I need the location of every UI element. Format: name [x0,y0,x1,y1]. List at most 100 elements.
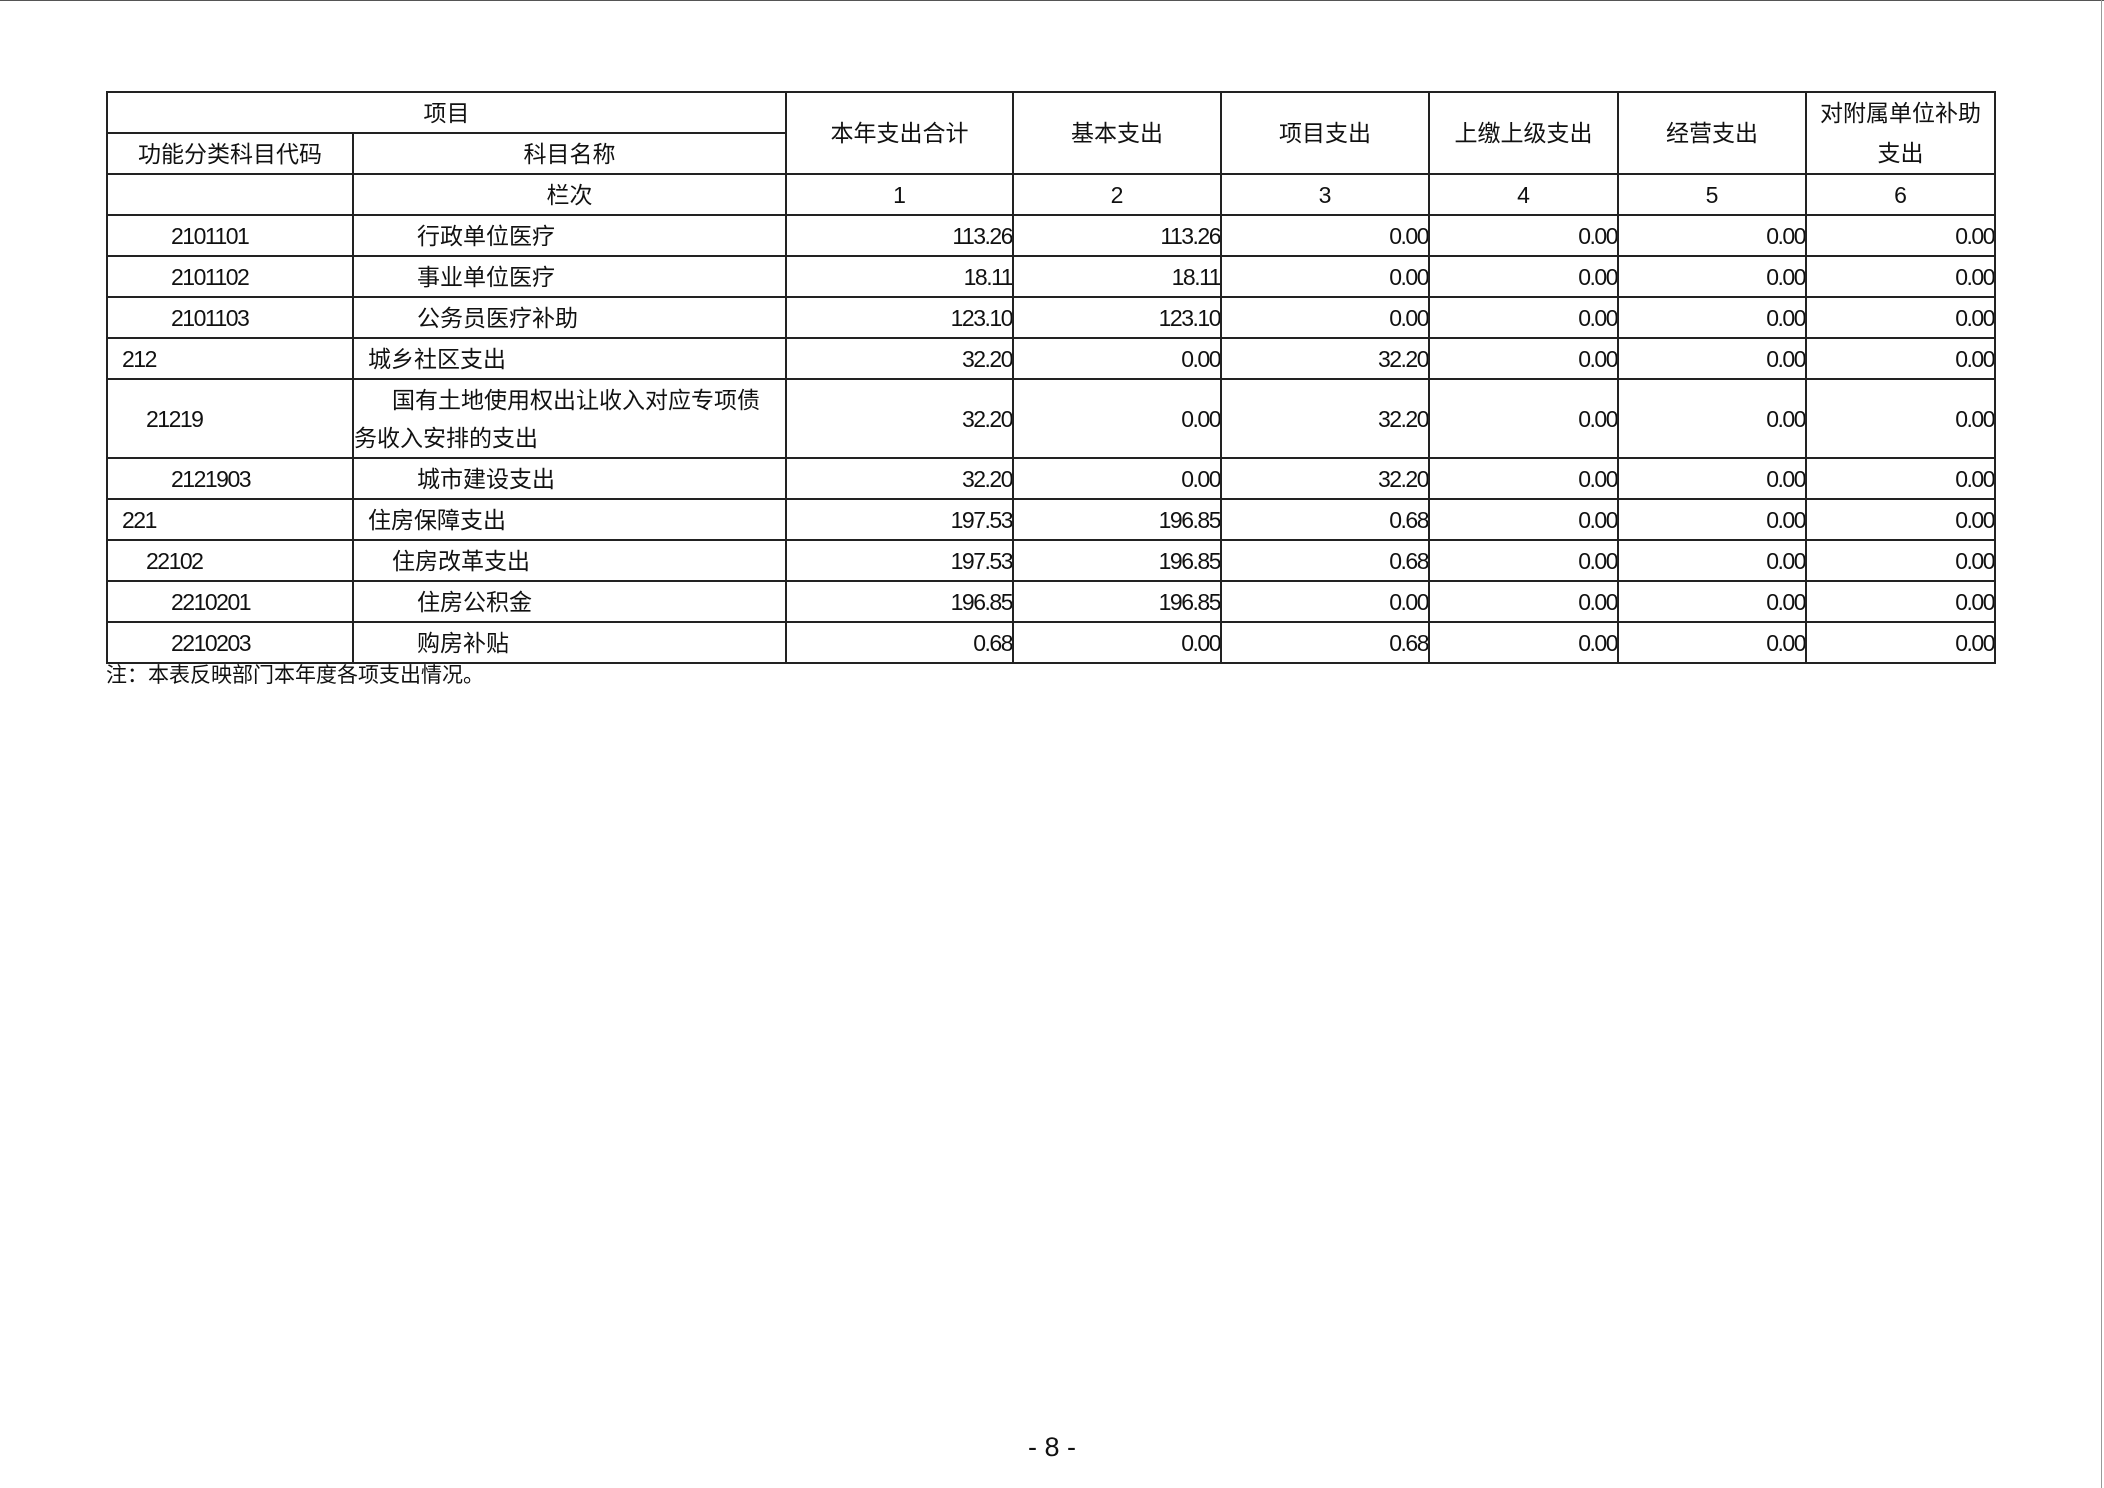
amount-cell: 0.00 [1428,296,1619,339]
amount-cell: 0.00 [1805,214,1996,257]
amount-cell: 0.00 [1428,621,1619,664]
amount-cell: 0.68 [785,621,1014,664]
amount-cell: 0.00 [1220,255,1430,298]
amount-cell: 0.00 [1428,457,1619,500]
subject-code: 22102 [106,539,354,582]
amount-cell: 0.68 [1220,621,1430,664]
subject-code: 212 [106,337,354,380]
table-row: 22102 住房改革支出 197.53 196.85 0.68 0.00 0.00 0.00 [106,539,1996,582]
amount-cell: 0.00 [1617,457,1807,500]
table-row: 212 城乡社区支出 32.20 0.00 32.20 0.00 0.00 0.00 [106,337,1996,380]
expenditure-table: 项目 本年支出合计 基本支出 项目支出 上缴上级支出 经营支出 对附属单位补助支… [106,91,1996,664]
amount-cell: 0.00 [1012,457,1222,500]
table-row: 2210203 购房补贴 0.68 0.00 0.68 0.00 0.00 0.00 [106,621,1996,664]
amount-cell: 0.00 [1805,337,1996,380]
amount-cell: 0.00 [1805,296,1996,339]
amount-cell: 196.85 [785,580,1014,623]
amount-cell: 123.10 [1012,296,1222,339]
amount-cell: 0.00 [1805,457,1996,500]
amount-cell: 32.20 [1220,337,1430,380]
index-empty [106,173,354,216]
index-label: 栏次 [352,173,787,216]
subject-code: 2210203 [106,621,354,664]
amount-cell: 32.20 [785,457,1014,500]
subject-name: 住房公积金 [352,580,787,623]
amount-cell: 0.00 [1805,255,1996,298]
subject-code: 2101103 [106,296,354,339]
subject-name: 住房改革支出 [352,539,787,582]
header-col: 经营支出 [1617,91,1807,175]
table-row: 21219 国有土地使用权出让收入对应专项债务收入安排的支出 32.20 0.00 32… [106,378,1996,459]
amount-cell: 32.20 [785,337,1014,380]
header-col: 本年支出合计 [785,91,1014,175]
amount-cell: 0.00 [1617,296,1807,339]
amount-cell: 0.00 [1617,580,1807,623]
subject-name: 购房补贴 [352,621,787,664]
index-number: 3 [1220,173,1430,216]
amount-cell: 196.85 [1012,498,1222,541]
header-code: 功能分类科目代码 [106,132,354,175]
amount-cell: 0.00 [1617,214,1807,257]
index-number: 1 [785,173,1014,216]
amount-cell: 196.85 [1012,539,1222,582]
page-number: - 8 - [1027,1432,1076,1462]
header-col: 项目支出 [1220,91,1430,175]
subject-code: 2101102 [106,255,354,298]
amount-cell: 32.20 [1220,378,1430,459]
index-row: 栏次 1 2 3 4 5 6 [106,173,1996,216]
subject-code: 2121903 [106,457,354,500]
table-row: 2101102 事业单位医疗 18.11 18.11 0.00 0.00 0.00 0.00 [106,255,1996,298]
header-col: 基本支出 [1012,91,1222,175]
amount-cell: 0.00 [1428,337,1619,380]
subject-name: 公务员医疗补助 [352,296,787,339]
amount-cell: 0.68 [1220,539,1430,582]
page-border [2101,0,2102,1488]
amount-cell: 0.00 [1220,296,1430,339]
amount-cell: 0.68 [1220,498,1430,541]
amount-cell: 0.00 [1805,378,1996,459]
amount-cell: 0.00 [1805,539,1996,582]
table-row: 2121903 城市建设支出 32.20 0.00 32.20 0.00 0.00 0.00 [106,457,1996,500]
subject-name: 城市建设支出 [352,457,787,500]
amount-cell: 0.00 [1805,498,1996,541]
amount-cell: 18.11 [1012,255,1222,298]
subject-name: 国有土地使用权出让收入对应专项债务收入安排的支出 [352,378,787,459]
amount-cell: 32.20 [1220,457,1430,500]
amount-cell: 0.00 [1428,255,1619,298]
amount-cell: 113.26 [1012,214,1222,257]
amount-cell: 0.00 [1617,498,1807,541]
amount-cell: 197.53 [785,498,1014,541]
table-row: 2101103 公务员医疗补助 123.10 123.10 0.00 0.00 0.00 0.… [106,296,1996,339]
subject-name: 事业单位医疗 [352,255,787,298]
amount-cell: 0.00 [1617,378,1807,459]
index-number: 4 [1428,173,1619,216]
amount-cell: 113.26 [785,214,1014,257]
amount-cell: 0.00 [1012,621,1222,664]
header-row: 项目 本年支出合计 基本支出 项目支出 上缴上级支出 经营支出 对附属单位补助支… [106,91,1996,175]
amount-cell: 0.00 [1428,580,1619,623]
subject-code: 2210201 [106,580,354,623]
index-number: 2 [1012,173,1222,216]
amount-cell: 196.85 [1012,580,1222,623]
header-item: 项目 [106,91,787,134]
amount-cell: 0.00 [1428,498,1619,541]
amount-cell: 0.00 [1617,621,1807,664]
amount-cell: 123.10 [785,296,1014,339]
subject-name: 住房保障支出 [352,498,787,541]
header-name: 科目名称 [352,132,787,175]
index-number: 5 [1617,173,1807,216]
amount-cell: 0.00 [1617,337,1807,380]
header-col: 上缴上级支出 [1428,91,1619,175]
amount-cell: 32.20 [785,378,1014,459]
amount-cell: 0.00 [1012,378,1222,459]
table-row: 2101101 行政单位医疗 113.26 113.26 0.00 0.00 0.00 0.0… [106,214,1996,257]
subject-code: 221 [106,498,354,541]
subject-name: 行政单位医疗 [352,214,787,257]
header-row: 功能分类科目代码 科目名称 [106,132,1995,175]
subject-code: 2101101 [106,214,354,257]
amount-cell: 0.00 [1220,580,1430,623]
amount-cell: 0.00 [1805,621,1996,664]
amount-cell: 0.00 [1428,214,1619,257]
table-note: 注：本表反映部门本年度各项支出情况。 [106,664,484,687]
page-border [0,0,2104,1]
